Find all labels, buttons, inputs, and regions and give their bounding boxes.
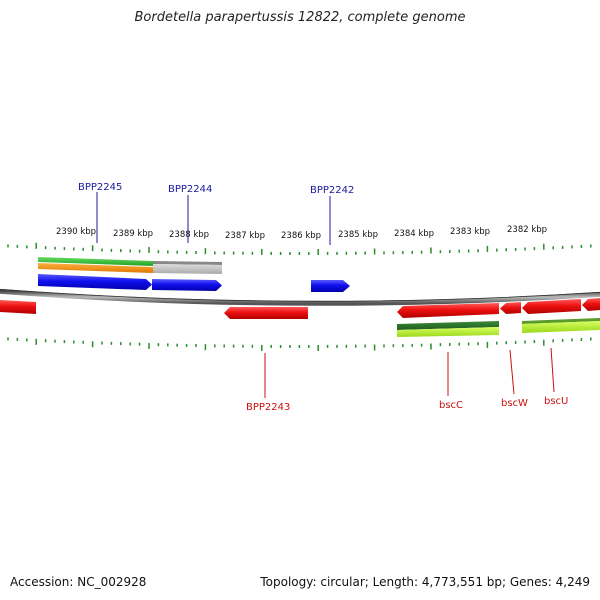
feature-band-orange[interactable] — [38, 263, 153, 273]
map-title: Bordetella parapertussis 12822, complete… — [134, 10, 466, 25]
gene-bscC[interactable] — [397, 303, 499, 318]
gene-BPP2244[interactable] — [152, 279, 222, 291]
gene-label-leader — [509, 349, 515, 395]
gene-BPP2243[interactable] — [224, 307, 308, 319]
gene-label-bscW[interactable]: bscW — [501, 398, 528, 409]
reverse-genes — [0, 298, 600, 319]
gene-BPP2242[interactable] — [311, 280, 350, 292]
ruler-ticks-bottom — [7, 337, 592, 351]
feature-band-lime[interactable] — [397, 327, 499, 337]
gene-label-bscU[interactable]: bscU — [544, 396, 568, 407]
gene-label-BPP2245[interactable]: BPP2245 — [78, 182, 122, 193]
gene-label-BPP2244[interactable]: BPP2244 — [168, 184, 212, 195]
genome-backbone-edge — [0, 288, 600, 302]
feature-tracks-bottom — [397, 318, 600, 337]
gene-right-edge[interactable] — [582, 298, 600, 311]
gene-BPP2245[interactable] — [38, 274, 152, 290]
gene-left-edge[interactable] — [0, 300, 36, 314]
bottom-gene-annotations: BPP2243 bscC bscW bscU — [246, 347, 568, 413]
feature-band-olive[interactable] — [522, 318, 600, 324]
ruler-label: 2386 kbp — [281, 231, 321, 241]
gene-label-leader — [550, 347, 555, 393]
accession-text: Accession: NC_002928 — [10, 575, 147, 589]
topology-text: Topology: circular; Length: 4,773,551 bp… — [260, 575, 590, 589]
ruler-label: 2382 kbp — [507, 225, 547, 235]
gene-label-BPP2243[interactable]: BPP2243 — [246, 402, 290, 413]
gene-bscU[interactable] — [522, 299, 581, 314]
top-gene-annotations: BPP2245 BPP2244 BPP2242 — [78, 182, 354, 245]
feature-band-lime[interactable] — [522, 321, 600, 333]
ruler-label: 2389 kbp — [113, 229, 153, 239]
feature-tracks-top — [38, 257, 222, 274]
feature-band-green[interactable] — [38, 257, 153, 266]
ruler-label: 2385 kbp — [338, 230, 378, 240]
ruler-labels: 2390 kbp 2389 kbp 2388 kbp 2387 kbp 2386… — [56, 225, 547, 241]
feature-band-gray-dark[interactable] — [153, 261, 222, 265]
ruler-label: 2388 kbp — [169, 230, 209, 240]
ruler-label: 2383 kbp — [450, 227, 490, 237]
ruler-label: 2384 kbp — [394, 229, 434, 239]
ruler-label: 2390 kbp — [56, 227, 96, 237]
gene-label-bscC[interactable]: bscC — [439, 400, 463, 411]
genome-backbone — [0, 288, 600, 306]
feature-band-gray[interactable] — [153, 264, 222, 274]
gene-bscW[interactable] — [500, 302, 521, 314]
gene-label-BPP2242[interactable]: BPP2242 — [310, 185, 354, 196]
ruler-label: 2387 kbp — [225, 231, 265, 241]
forward-genes — [38, 274, 350, 292]
ruler-ticks-top — [7, 242, 592, 255]
